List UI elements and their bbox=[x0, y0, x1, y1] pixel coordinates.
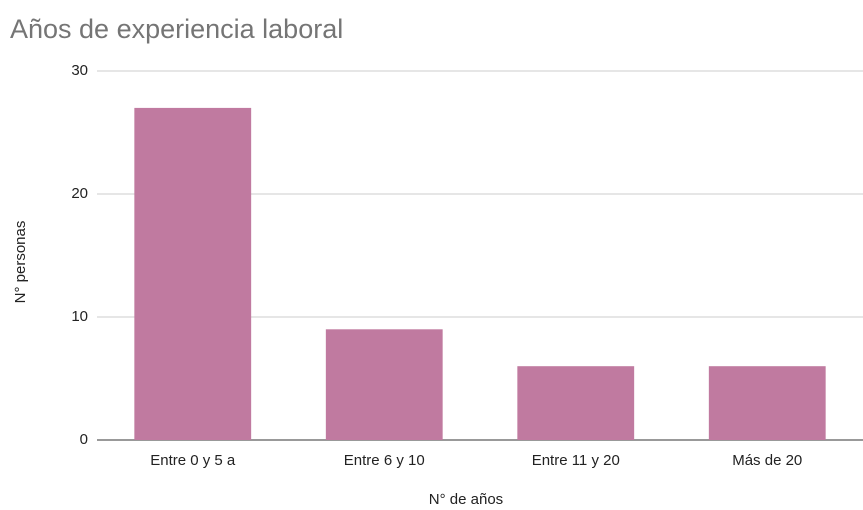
y-tick-label: 20 bbox=[71, 185, 88, 202]
bar bbox=[708, 366, 826, 440]
x-axis-label: N° de años bbox=[429, 491, 503, 508]
x-tick-label: Entre 11 y 20 bbox=[532, 452, 620, 469]
x-tick-label: Entre 0 y 5 a bbox=[150, 452, 236, 469]
y-tick-label: 0 bbox=[80, 431, 88, 448]
x-tick-label: Entre 6 y 10 bbox=[344, 452, 425, 469]
bar bbox=[325, 329, 443, 440]
bar bbox=[517, 366, 635, 440]
bar bbox=[134, 107, 252, 441]
x-tick-label: Más de 20 bbox=[732, 452, 802, 469]
y-tick-label: 10 bbox=[71, 308, 88, 325]
y-axis-label: N° personas bbox=[12, 221, 29, 304]
y-tick-label: 30 bbox=[71, 62, 88, 79]
chart-title: Años de experiencia laboral bbox=[10, 14, 343, 44]
